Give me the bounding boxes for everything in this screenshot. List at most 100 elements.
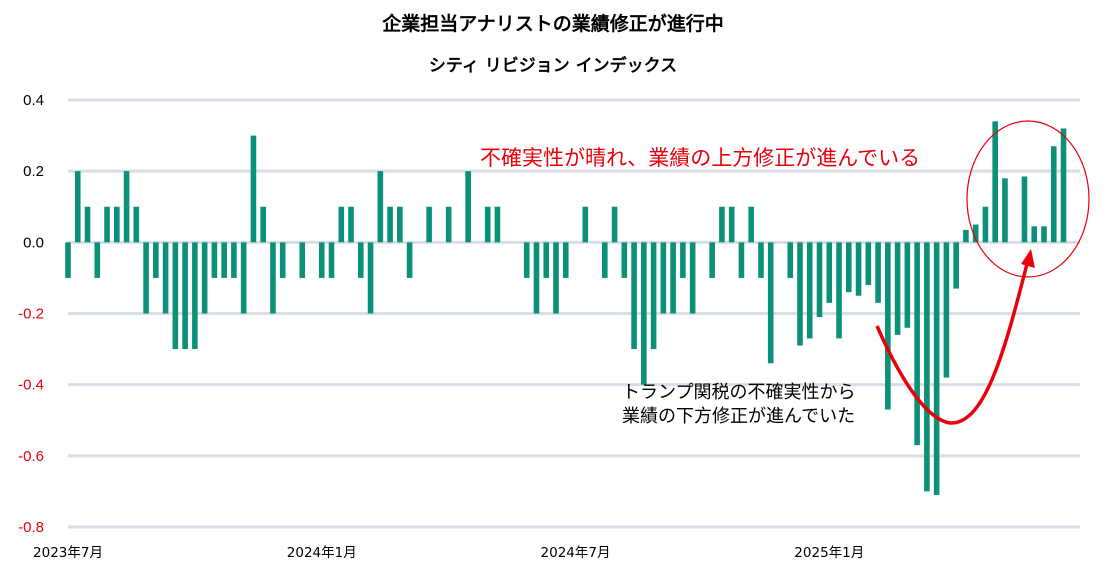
bar — [787, 242, 794, 278]
bar — [465, 171, 471, 243]
bar — [494, 206, 501, 243]
upward-revision-annotation: 不確実性が晴れ、業績の上方修正が進んでいる — [480, 146, 920, 170]
highlight-circle — [966, 120, 1090, 278]
bar — [933, 242, 940, 495]
bar — [1060, 128, 1067, 243]
bar — [885, 242, 891, 410]
bar — [553, 242, 559, 314]
bar — [924, 242, 930, 492]
bar — [894, 242, 901, 335]
bar — [260, 206, 266, 243]
bar — [748, 206, 754, 243]
chart-subtitle: シティ リビジョン インデックス — [429, 55, 677, 76]
bar — [211, 242, 218, 278]
downward-revision-annotation-line: 業績の下方修正が進んでいた — [622, 406, 855, 427]
bar — [1041, 226, 1047, 243]
bar — [602, 242, 608, 278]
bar — [1021, 176, 1028, 243]
bar — [543, 242, 550, 278]
bar — [582, 206, 589, 243]
bar — [162, 242, 169, 314]
bar — [250, 135, 257, 243]
bar — [1002, 178, 1008, 243]
bar — [767, 242, 774, 364]
bar — [982, 206, 989, 243]
bar — [680, 242, 686, 278]
bar — [709, 242, 715, 278]
bar — [1050, 146, 1057, 243]
bar — [972, 224, 979, 243]
bar — [153, 242, 159, 278]
bar — [406, 242, 413, 278]
bar — [611, 206, 618, 243]
bar — [74, 171, 81, 243]
bar — [719, 206, 725, 243]
bar — [445, 206, 452, 243]
bar — [562, 242, 569, 278]
bar — [114, 206, 120, 243]
bar — [836, 242, 842, 339]
chart-title: 企業担当アナリストの業績修正が進行中 — [381, 12, 724, 35]
y-tick-label: 0.2 — [23, 163, 44, 180]
bar — [133, 206, 140, 243]
bar — [328, 242, 335, 278]
bar — [172, 242, 179, 350]
y-tick-label: -0.2 — [18, 306, 44, 323]
bar — [221, 242, 227, 278]
y-tick-label: -0.6 — [18, 448, 44, 465]
bar — [65, 242, 71, 278]
x-tick-label: 2023年7月 — [33, 545, 103, 561]
bar — [728, 206, 735, 243]
y-tick-label: 0.0 — [23, 234, 44, 251]
bar — [758, 242, 764, 278]
bar — [387, 206, 393, 243]
bar — [201, 242, 208, 314]
bar-series — [65, 121, 1067, 495]
bar — [797, 242, 803, 346]
bar — [904, 242, 911, 328]
y-tick-label: -0.8 — [18, 519, 44, 536]
bar — [689, 242, 696, 314]
bar — [84, 206, 91, 243]
bar — [240, 242, 247, 314]
bar — [426, 206, 432, 243]
bar — [943, 242, 950, 378]
bar — [914, 242, 920, 446]
x-tick-label: 2024年1月 — [287, 545, 357, 561]
bar — [846, 242, 852, 293]
bar — [992, 121, 998, 243]
bar — [816, 242, 823, 318]
bar — [299, 242, 306, 278]
x-tick-label: 2025年1月 — [794, 545, 864, 561]
bar — [855, 242, 862, 296]
bar — [377, 171, 384, 243]
bar — [650, 242, 657, 350]
bar — [631, 242, 637, 350]
bar — [865, 242, 872, 286]
bar — [348, 206, 354, 243]
bar — [182, 242, 188, 350]
bar — [826, 242, 833, 303]
bar — [523, 242, 530, 278]
bar — [94, 242, 101, 278]
y-tick-label: 0.4 — [23, 92, 44, 109]
bar — [192, 242, 198, 350]
bar — [338, 206, 345, 243]
bar — [533, 242, 540, 314]
bar — [621, 242, 628, 278]
bar — [641, 242, 647, 385]
bar — [143, 242, 149, 314]
bar — [875, 242, 881, 303]
y-tick-label: -0.4 — [18, 377, 44, 394]
bar — [806, 242, 813, 339]
bar — [279, 242, 286, 278]
bar — [367, 242, 374, 314]
bar — [318, 242, 325, 278]
annotations: 不確実性が晴れ、業績の上方修正が進んでいるトランプ関税の不確実性から業績の下方修… — [480, 120, 1090, 427]
bar — [963, 229, 969, 243]
bar — [270, 242, 276, 314]
arrow-head-icon — [1021, 249, 1035, 268]
bar — [358, 242, 364, 278]
bar — [660, 242, 667, 314]
